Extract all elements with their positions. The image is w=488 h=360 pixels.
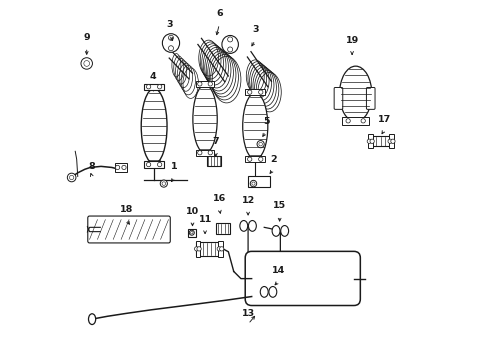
Circle shape	[194, 247, 199, 251]
Bar	[195, 81, 214, 87]
Circle shape	[390, 139, 394, 143]
Circle shape	[208, 82, 212, 86]
Text: 14: 14	[271, 266, 285, 275]
Ellipse shape	[280, 226, 288, 236]
Ellipse shape	[248, 221, 256, 231]
Text: 11: 11	[198, 215, 211, 224]
Bar	[247, 176, 269, 187]
Circle shape	[168, 46, 173, 51]
Text: 15: 15	[272, 201, 285, 210]
Circle shape	[258, 142, 262, 146]
Bar	[144, 161, 163, 168]
Ellipse shape	[271, 226, 280, 236]
Ellipse shape	[162, 34, 179, 52]
Text: 13: 13	[241, 310, 254, 319]
Ellipse shape	[242, 93, 267, 159]
Circle shape	[251, 182, 255, 185]
Circle shape	[257, 140, 264, 148]
FancyBboxPatch shape	[88, 216, 170, 243]
Ellipse shape	[222, 36, 238, 53]
Circle shape	[83, 60, 89, 66]
Circle shape	[250, 180, 256, 187]
Text: 7: 7	[212, 136, 219, 145]
Circle shape	[366, 139, 371, 143]
Bar	[216, 223, 229, 234]
Bar	[245, 156, 264, 162]
Bar	[195, 150, 214, 156]
Circle shape	[189, 230, 194, 235]
Circle shape	[122, 165, 126, 170]
Bar	[342, 117, 368, 125]
Text: 3: 3	[251, 26, 258, 35]
Circle shape	[157, 162, 162, 167]
Circle shape	[227, 47, 232, 52]
Text: 19: 19	[345, 36, 358, 45]
Text: 2: 2	[269, 154, 276, 163]
Circle shape	[219, 247, 224, 251]
FancyBboxPatch shape	[333, 87, 342, 109]
Circle shape	[369, 139, 373, 143]
Circle shape	[258, 157, 263, 161]
Bar	[245, 89, 264, 95]
Circle shape	[67, 173, 76, 182]
Ellipse shape	[260, 287, 267, 297]
Circle shape	[346, 119, 349, 123]
Text: 4: 4	[149, 72, 156, 81]
Circle shape	[258, 90, 263, 94]
Bar	[369, 136, 391, 146]
Text: 10: 10	[185, 207, 199, 216]
Circle shape	[146, 162, 150, 167]
Bar	[206, 156, 221, 166]
Text: 3: 3	[165, 20, 172, 29]
Text: 1: 1	[171, 162, 178, 171]
Bar	[367, 134, 372, 148]
Text: 17: 17	[377, 115, 390, 124]
Text: 6: 6	[216, 9, 222, 18]
Ellipse shape	[268, 287, 276, 297]
Circle shape	[69, 175, 74, 180]
Text: 12: 12	[241, 196, 254, 205]
Circle shape	[146, 85, 150, 89]
Ellipse shape	[192, 85, 217, 153]
Circle shape	[247, 90, 251, 94]
Circle shape	[360, 119, 365, 123]
FancyBboxPatch shape	[366, 87, 374, 109]
Bar	[218, 241, 222, 257]
Circle shape	[197, 247, 201, 251]
Ellipse shape	[88, 314, 96, 324]
Circle shape	[115, 165, 120, 170]
Text: 5: 5	[262, 117, 269, 126]
Circle shape	[157, 85, 162, 89]
Text: 9: 9	[83, 32, 90, 41]
Circle shape	[247, 157, 251, 161]
Text: 18: 18	[119, 205, 133, 214]
FancyBboxPatch shape	[244, 251, 360, 306]
Bar	[388, 134, 393, 148]
Circle shape	[387, 139, 391, 143]
Bar	[195, 241, 200, 257]
Circle shape	[197, 82, 202, 86]
Text: 8: 8	[88, 162, 95, 171]
Ellipse shape	[141, 89, 167, 164]
Bar	[196, 242, 221, 256]
Circle shape	[197, 150, 202, 155]
Text: 16: 16	[212, 194, 225, 203]
Bar	[115, 163, 126, 172]
Circle shape	[208, 150, 212, 155]
Ellipse shape	[339, 66, 371, 122]
Circle shape	[227, 37, 232, 42]
Circle shape	[160, 180, 167, 187]
Circle shape	[190, 231, 193, 234]
Circle shape	[168, 35, 173, 40]
Bar	[187, 229, 195, 237]
Circle shape	[162, 182, 165, 185]
Ellipse shape	[239, 221, 247, 231]
Circle shape	[217, 247, 221, 251]
Circle shape	[81, 58, 92, 69]
Bar	[144, 84, 163, 90]
